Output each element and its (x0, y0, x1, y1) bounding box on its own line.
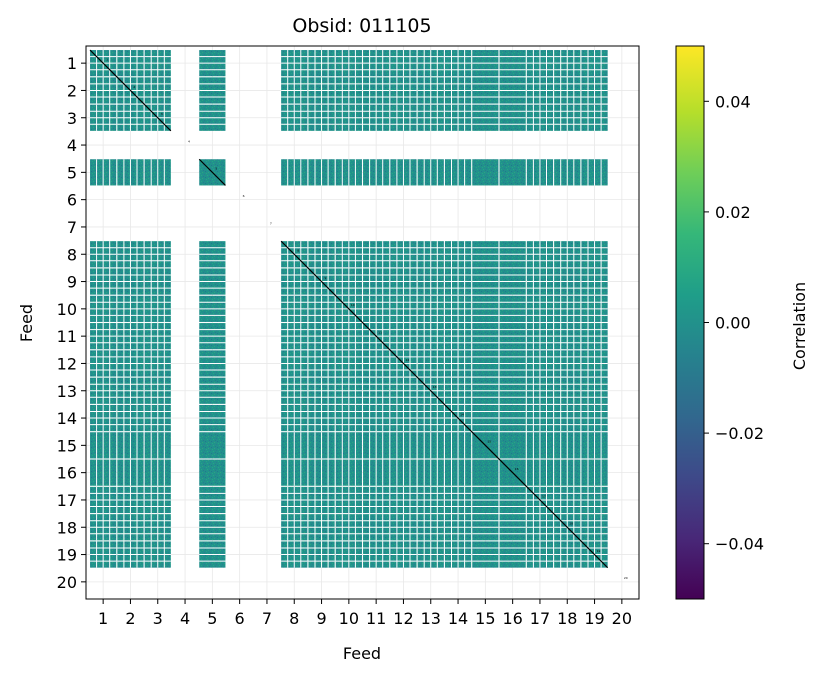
heatmap-cell (199, 459, 226, 486)
y-tick-label: 8 (67, 245, 77, 264)
heatmap-cell (199, 432, 226, 459)
x-axis-label: Feed (343, 644, 381, 663)
y-tick-label: 11 (57, 327, 77, 346)
diagonal-label: 14 (460, 412, 464, 416)
colorbar-tick-label: 0.04 (715, 92, 751, 111)
y-tick-label: 10 (57, 300, 77, 319)
y-tick-label: 4 (67, 136, 77, 155)
y-axis-label: Feed (17, 304, 36, 342)
y-tick-label: 7 (67, 218, 77, 237)
y-tick-label: 13 (57, 382, 77, 401)
y-tick-label: 2 (67, 81, 77, 100)
diagonal-label: 15 (487, 440, 491, 444)
diagonal-label: 1 (106, 58, 108, 62)
diagonal-line (89, 49, 172, 132)
diagonal-line (198, 158, 226, 186)
heatmap-cell (472, 159, 499, 186)
y-tick-label: 20 (57, 573, 77, 592)
x-tick-label: 18 (557, 609, 577, 628)
y-tick-label: 5 (67, 163, 77, 182)
x-tick-label: 4 (180, 609, 190, 628)
colorbar-tick-label: 0.02 (715, 203, 751, 222)
diagonal-label: 19 (597, 549, 601, 553)
diagonal-label: 13 (433, 385, 437, 389)
x-tick-label: 20 (612, 609, 632, 628)
colorbar-tick-label: −0.02 (715, 424, 764, 443)
colorbar-tick-label: −0.04 (715, 535, 764, 554)
y-tick-label: 19 (57, 546, 77, 565)
y-tick-label: 3 (67, 109, 77, 128)
diagonal-label: 9 (325, 276, 327, 280)
x-tick-label: 13 (421, 609, 441, 628)
x-tick-label: 7 (262, 609, 272, 628)
y-tick-label: 12 (57, 354, 77, 373)
diagonal-label: 4 (188, 139, 190, 143)
heatmap-cell (499, 159, 526, 186)
y-tick-label: 9 (67, 273, 77, 292)
heatmap-cell (472, 459, 499, 486)
heatmap-cell (499, 432, 526, 459)
plot-frame (85, 45, 640, 600)
x-tick-label: 5 (207, 609, 217, 628)
chart-title: Obsid: 011105 (292, 15, 431, 37)
diagonal-label: 6 (243, 194, 245, 198)
diagonal-label: 8 (297, 249, 299, 253)
x-tick-label: 14 (448, 609, 468, 628)
diagonal-label: 5 (215, 167, 217, 171)
y-tick-label: 6 (67, 191, 77, 210)
y-tick-label: 17 (57, 491, 77, 510)
y-tick-label: 18 (57, 518, 77, 537)
colorbar-tick-label: 0.00 (715, 314, 751, 333)
x-tick-label: 2 (125, 609, 135, 628)
x-tick-label: 9 (316, 609, 326, 628)
diagonal-line (280, 240, 609, 569)
diagonal-label: 16 (515, 467, 519, 471)
x-tick-label: 19 (584, 609, 604, 628)
x-tick-label: 17 (530, 609, 550, 628)
x-tick-label: 15 (475, 609, 495, 628)
y-tick-label: 1 (67, 54, 77, 73)
diagonal-label: 18 (569, 522, 573, 526)
diagonal-label: 2 (133, 85, 135, 89)
diagonal-label: 10 (351, 303, 355, 307)
x-tick-label: 6 (235, 609, 245, 628)
x-tick-label: 8 (289, 609, 299, 628)
x-tick-label: 11 (366, 609, 386, 628)
colorbar-label: Correlation (790, 282, 809, 370)
diagonal-label: 11 (378, 331, 382, 335)
x-tick-label: 3 (153, 609, 163, 628)
diagonal-label: 3 (161, 112, 163, 116)
y-tick-label: 16 (57, 464, 77, 483)
diagonal-label: 7 (270, 221, 272, 225)
x-axis-ticks: 1 2 3 4 5 6 7 8 9 10 11 12 13 14 15 16 17 18 19 20 (98, 599, 632, 628)
diagonal-label: 20 (624, 576, 628, 580)
x-tick-label: 12 (393, 609, 413, 628)
colorbar (675, 45, 705, 600)
x-tick-label: 10 (339, 609, 359, 628)
colorbar-ticks: 0.04 0.02 0.00 −0.02 −0.04 (704, 92, 764, 554)
y-tick-label: 15 (57, 436, 77, 455)
y-tick-label: 14 (57, 409, 77, 428)
diagonal-label: 17 (542, 494, 546, 498)
x-tick-label: 1 (98, 609, 108, 628)
block-separators (90, 50, 608, 568)
x-tick-label: 16 (502, 609, 522, 628)
diagonal-label: 12 (405, 358, 409, 362)
